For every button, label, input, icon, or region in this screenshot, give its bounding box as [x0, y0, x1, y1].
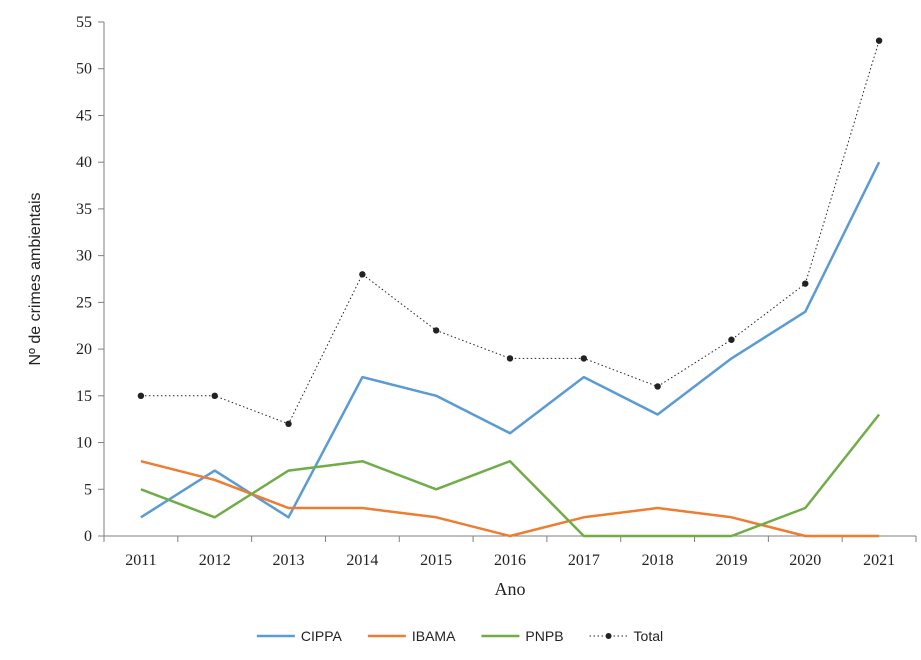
point-total: [654, 383, 661, 390]
x-tick-label: 2017: [568, 552, 600, 569]
point-total: [359, 271, 366, 278]
y-tick-label: 45: [76, 107, 92, 124]
y-tick-label: 10: [76, 435, 92, 452]
x-tick-label: 2011: [125, 552, 156, 569]
x-tick-label: 2015: [420, 552, 452, 569]
x-tick-label: 2012: [199, 552, 231, 569]
legend-label-total: Total: [634, 628, 664, 644]
legend-label-pnpb: PNPB: [525, 628, 563, 644]
y-tick-label: 0: [84, 528, 92, 545]
y-tick-label: 40: [76, 154, 92, 171]
point-total: [802, 280, 809, 287]
x-tick-label: 2021: [863, 552, 895, 569]
y-tick-label: 20: [76, 341, 92, 358]
y-tick-label: 50: [76, 61, 92, 78]
point-total: [137, 392, 145, 400]
x-axis-title: Ano: [495, 579, 526, 599]
series-line-ibama: [140, 459, 880, 538]
point-total: [211, 392, 218, 400]
series-line-total: [140, 40, 880, 425]
x-tick-label: 2019: [715, 552, 747, 569]
series-line-pnpb: [140, 413, 881, 538]
legend-label-cippa: CIPPA: [301, 628, 343, 644]
legend-marker-total: [605, 633, 612, 639]
x-tick-label: 2013: [273, 552, 305, 569]
point-total: [285, 420, 292, 428]
plot-area: [137, 37, 883, 538]
x-tick-label: 2014: [346, 552, 378, 569]
point-total: [432, 327, 440, 334]
x-axis: 2011 2012 2013 2014 2015 2016 2017 2018 2019 2020…: [103, 535, 917, 569]
x-tick-label: 2016: [494, 552, 526, 569]
y-tick-label: 30: [76, 248, 92, 265]
legend: CIPPA IBAMA PNPB Total: [256, 628, 664, 644]
y-tick-label: 5: [84, 481, 92, 498]
y-tick-label: 35: [76, 201, 92, 218]
point-total: [875, 37, 883, 44]
legend-label-ibama: IBAMA: [412, 628, 456, 644]
y-tick-label: 25: [76, 294, 92, 311]
y-tick-label: 15: [76, 388, 92, 405]
x-tick-label: 2018: [642, 552, 674, 569]
y-axis: 0 5 10 15 20 25 30 35 40 45 50 55: [76, 14, 105, 545]
x-tick-label: 2020: [789, 552, 821, 569]
series-line-cippa: [140, 161, 881, 519]
y-axis-title: Nº de crimes ambientais: [27, 192, 44, 365]
point-total: [728, 336, 735, 343]
point-total: [506, 355, 514, 362]
point-total: [580, 355, 588, 362]
y-tick-label: 55: [76, 14, 92, 31]
